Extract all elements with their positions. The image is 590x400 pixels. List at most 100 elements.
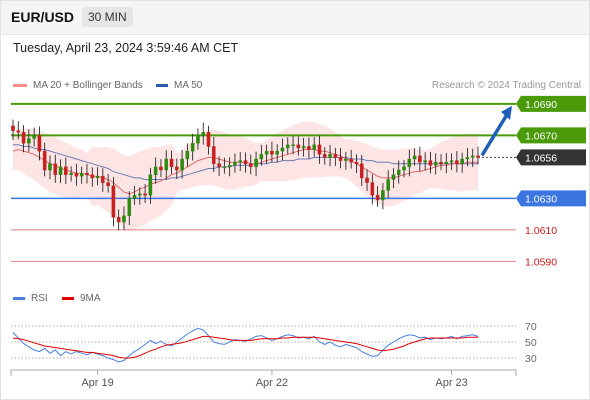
candle [238,151,243,171]
candle [428,152,433,174]
candle [138,187,142,205]
candle [37,126,42,161]
candle-body [58,166,63,175]
candle-body [190,143,195,152]
candle-body [359,163,364,179]
legend-rsi-swatch [13,296,25,300]
candle-body [418,155,422,163]
candle [243,152,248,173]
forecast-arrow-shaft [480,111,510,157]
timeframe-button[interactable]: 30 MIN [82,7,133,27]
candle [11,119,15,141]
legend-9ma-label: 9MA [80,293,101,304]
candle [122,206,126,231]
candle [365,169,369,191]
candle [132,185,137,205]
candle-body [270,150,274,155]
candle-body [386,179,390,191]
candle [476,146,480,165]
legend-9ma: 9MA [62,293,101,304]
candle-body [16,130,21,133]
candle-body [164,158,169,171]
legend-ma20-label: MA 20 + Bollinger Bands [33,80,143,91]
candle-body [243,160,248,164]
candle [354,154,359,174]
candle [53,154,58,183]
candle [159,159,163,178]
candle [338,148,343,169]
candle [58,159,63,184]
candle-body [143,193,147,196]
candle-body [69,172,73,175]
candle-body [338,157,343,161]
rsi-9ma-line [12,335,478,359]
candle-body [248,163,253,168]
candle-body [127,198,132,216]
candle [169,150,174,175]
candle-body [275,150,279,155]
candle [201,122,206,145]
candle [349,149,353,169]
candle-body [370,182,375,196]
candle-body [402,166,406,171]
candle [116,209,121,231]
candle-body [74,172,79,177]
candle [391,168,396,189]
candle [396,160,401,184]
candle [359,154,364,186]
legend-ma50-label: MA 50 [174,80,203,91]
candle-body [159,166,163,171]
candle-body [64,166,68,175]
candle-body [254,158,258,168]
candle [222,157,227,174]
candle [106,174,110,193]
level-label-1.0590: 1.0590 [525,256,557,268]
level-tag-1.0690 [516,95,586,112]
candle-body [206,132,211,147]
rsi-tick-label-30: 30 [525,353,537,365]
candle [127,191,132,225]
candle [465,147,470,167]
candle-body [439,161,443,164]
time-axis-label: Apr 19 [81,377,113,389]
candle [143,184,147,203]
level-label-1.0670: 1.0670 [525,130,557,142]
candle [101,168,105,193]
candle-body [259,154,264,160]
candle [42,142,47,177]
candle [85,163,89,184]
candle-body [132,195,137,199]
candle-body [212,146,216,164]
candle [153,157,158,184]
candle-body [233,161,237,166]
candle-body [470,155,475,158]
level-label-1.0610: 1.0610 [525,225,557,237]
candle-body [37,135,42,152]
candle-body [222,166,227,169]
candle [296,136,301,156]
candle-body [407,158,412,168]
candle [95,167,100,186]
candle [455,151,459,173]
candle-body [153,166,158,175]
candle-body [111,185,116,218]
candle-body [333,154,338,158]
candle [111,177,116,227]
candle [375,186,380,207]
candle [470,148,475,167]
candle-body [465,157,470,160]
level-tag-1.0630 [516,190,586,207]
candle [460,152,464,173]
candle [264,144,269,164]
candle-body [101,176,105,183]
candle [21,125,26,153]
candle-body [227,165,232,168]
candle [412,148,417,166]
candle [328,144,332,167]
forecast-arrow-head [501,105,512,120]
candle-body [328,154,332,158]
legend-ma20: MA 20 + Bollinger Bands [13,80,143,91]
datetime-label: Tuesday, April 23, 2024 3:59:46 AM CET [13,41,239,55]
candle-body [122,215,126,223]
